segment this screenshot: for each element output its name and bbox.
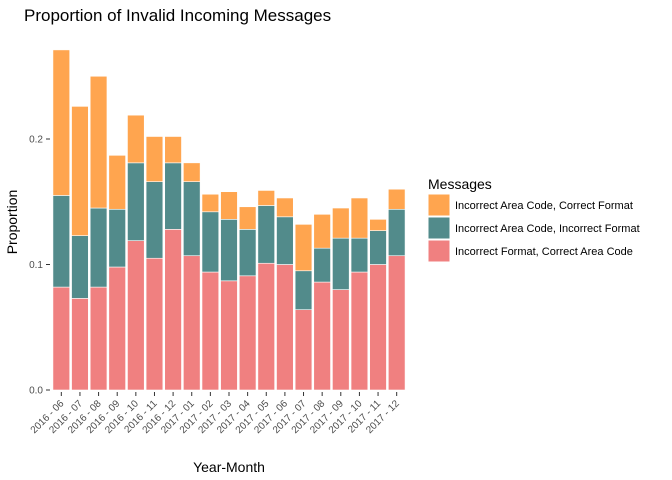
bar-2017-03-series-0 — [220, 280, 238, 391]
bar-2017-09-series-0 — [332, 289, 350, 391]
bar-2017-08-series-0 — [313, 281, 331, 391]
bar-2017-06-series-1 — [276, 216, 294, 265]
bar-2017-10-series-1 — [350, 237, 369, 273]
bar-2017-10-series-0 — [350, 271, 369, 391]
bar-2017-05-series-2 — [257, 190, 275, 206]
bar-2017-11-series-0 — [369, 264, 387, 391]
legend-swatch — [427, 216, 451, 240]
bar-2016-06-series-1 — [52, 195, 71, 288]
bars-group — [52, 49, 406, 391]
bar-2017-05-series-0 — [257, 262, 275, 391]
bar-2017-04-series-1 — [238, 229, 257, 277]
bar-2016-10-series-0 — [127, 240, 145, 391]
legend: Messages Incorrect Area Code, Correct Fo… — [427, 176, 640, 263]
y-tick-label: 0.0 — [29, 386, 43, 397]
legend-label: Incorrect Format, Correct Area Code — [455, 246, 633, 258]
legend-title: Messages — [428, 176, 492, 192]
bar-2016-09-series-2 — [108, 155, 126, 210]
bar-2016-06-series-0 — [52, 286, 71, 391]
bar-2016-07-series-1 — [71, 235, 89, 299]
bar-2016-06-series-2 — [52, 49, 71, 196]
bar-2016-11-series-0 — [145, 257, 164, 391]
bar-2016-08-series-0 — [89, 286, 108, 391]
bar-2017-04-series-0 — [238, 275, 257, 391]
legend-swatch — [427, 239, 451, 263]
bar-2017-03-series-1 — [220, 219, 238, 282]
bar-2017-07-series-1 — [294, 270, 313, 310]
bar-2017-12-series-2 — [387, 188, 406, 210]
bar-2016-11-series-1 — [145, 181, 164, 259]
bar-2016-07-series-2 — [71, 106, 89, 236]
bar-2016-07-series-0 — [71, 298, 89, 391]
bar-2017-02-series-1 — [201, 211, 220, 273]
bar-2017-07-series-0 — [294, 309, 313, 391]
bar-2017-08-series-2 — [313, 214, 331, 249]
bar-2017-03-series-2 — [220, 191, 238, 220]
bar-2017-12-series-1 — [387, 208, 406, 257]
bar-2017-11-series-2 — [369, 219, 387, 231]
legend-label: Incorrect Area Code, Incorrect Format — [455, 223, 640, 235]
bar-2017-01-series-0 — [183, 255, 201, 391]
bar-2016-10-series-1 — [127, 162, 145, 241]
legend-swatch — [427, 193, 451, 217]
bar-2017-07-series-2 — [294, 224, 313, 272]
bar-2017-08-series-1 — [313, 247, 331, 283]
bar-2016-09-series-0 — [108, 266, 126, 391]
y-tick-label: 0.2 — [29, 135, 43, 146]
y-axis: 0.0 0.1 0.2 — [29, 135, 50, 397]
bar-2017-01-series-1 — [183, 181, 201, 257]
y-tick-label: 0.1 — [29, 260, 43, 271]
bar-2016-09-series-1 — [108, 208, 126, 268]
y-axis-title: Proportion — [4, 190, 20, 255]
bar-2016-11-series-2 — [145, 136, 164, 182]
bar-2017-12-series-0 — [387, 255, 406, 391]
bar-2017-06-series-2 — [276, 197, 294, 218]
bar-2017-02-series-0 — [201, 271, 220, 391]
bar-2017-09-series-1 — [332, 237, 350, 290]
bar-2016-12-series-2 — [164, 136, 182, 164]
bar-2017-09-series-2 — [332, 207, 350, 239]
bar-2017-11-series-1 — [369, 230, 387, 265]
bar-2017-01-series-2 — [183, 162, 201, 182]
bar-2017-10-series-2 — [350, 197, 369, 239]
chart-title: Proportion of Invalid Incoming Messages — [24, 6, 331, 25]
bar-2016-08-series-1 — [89, 207, 108, 288]
bar-2017-04-series-2 — [238, 206, 257, 230]
bar-2016-12-series-1 — [164, 162, 182, 230]
x-axis-title: Year-Month — [193, 459, 265, 475]
bar-2017-02-series-2 — [201, 193, 220, 213]
bar-2016-12-series-0 — [164, 229, 182, 391]
bar-2017-05-series-1 — [257, 205, 275, 264]
legend-label: Incorrect Area Code, Correct Format — [455, 200, 633, 212]
bar-2016-08-series-2 — [89, 75, 108, 209]
bar-2017-06-series-0 — [276, 264, 294, 391]
bar-2016-10-series-2 — [127, 114, 145, 164]
